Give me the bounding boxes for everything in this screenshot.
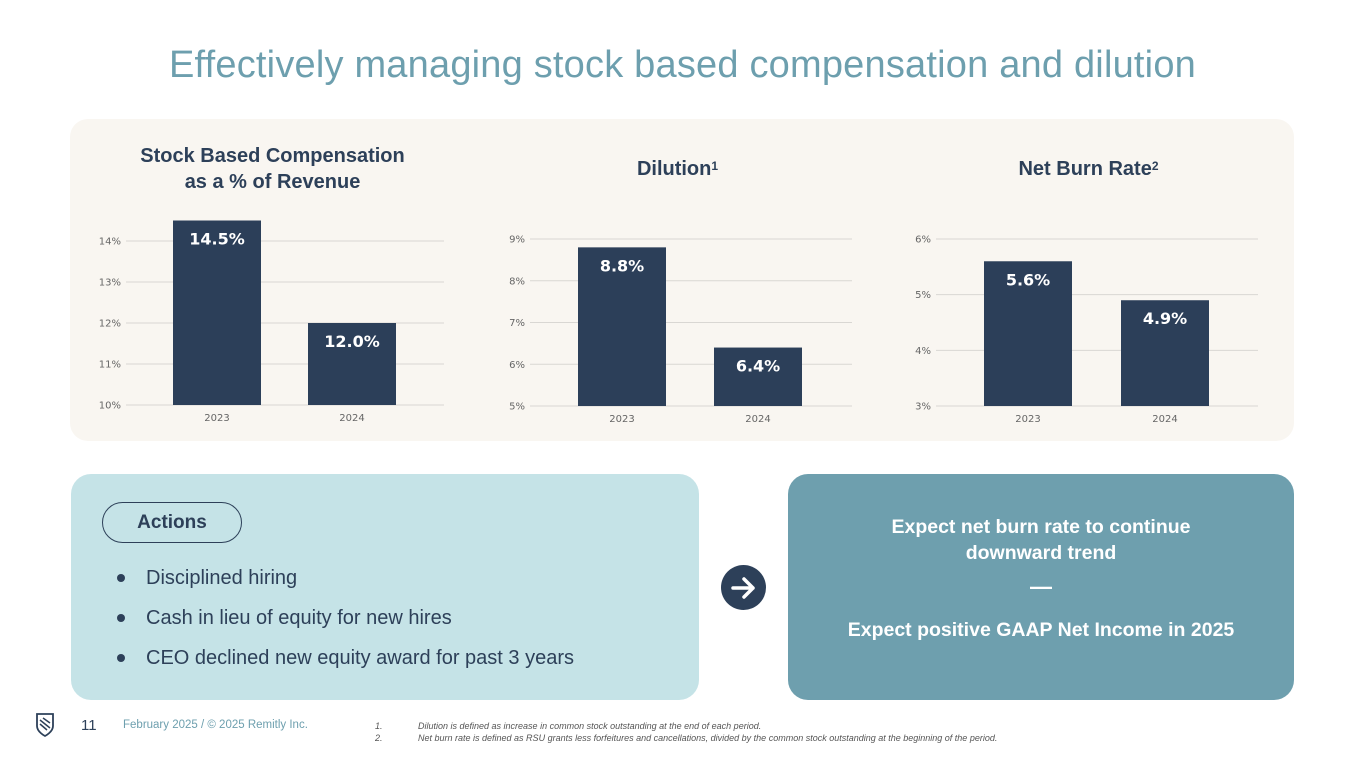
- x-tick-label: 2023: [1015, 414, 1040, 425]
- y-tick-label: 12%: [99, 319, 121, 330]
- footnote-number: 2.: [375, 733, 383, 743]
- outlook-burn-rate: Expect net burn rate to continue downwar…: [788, 514, 1294, 566]
- footnote-ref-2: 2: [1151, 159, 1159, 173]
- remitly-logo-icon: [36, 713, 54, 738]
- bar-2023: [984, 261, 1072, 406]
- list-item: Disciplined hiring: [113, 566, 574, 606]
- chart-title-net-burn: Net Burn Rate2: [936, 156, 1241, 182]
- action-text: Disciplined hiring: [146, 567, 298, 589]
- chart-title-sbc-line1: Stock Based Compensation: [140, 145, 405, 167]
- y-tick-label: 6%: [915, 235, 931, 246]
- chart-title-net-burn-text: Net Burn Rate: [1018, 158, 1152, 180]
- y-tick-label: 8%: [509, 276, 525, 287]
- outlook-line1b: downward trend: [965, 542, 1117, 564]
- y-tick-label: 13%: [99, 278, 121, 289]
- x-tick-label: 2024: [339, 413, 364, 424]
- outlook-net-income: Expect positive GAAP Net Income in 2025: [847, 619, 1235, 641]
- footnote: 1. Dilution is defined as increase in co…: [375, 720, 997, 732]
- y-tick-label: 3%: [915, 402, 931, 413]
- y-tick-label: 9%: [509, 235, 525, 246]
- data-label: 6.4%: [736, 357, 780, 376]
- outlook-separator: —: [1030, 574, 1052, 599]
- arrow-right-glyph: [730, 576, 755, 599]
- chart-title-dilution: Dilution1: [525, 156, 830, 182]
- y-tick-label: 5%: [915, 290, 931, 301]
- actions-box: Actions Disciplined hiring Cash in lieu …: [71, 474, 699, 700]
- footer-date-copyright: February 2025 / © 2025 Remitly Inc.: [123, 719, 308, 731]
- x-tick-label: 2024: [1152, 414, 1177, 425]
- list-item: CEO declined new equity award for past 3…: [113, 646, 574, 686]
- outlook-line1a: Expect net burn rate to continue: [891, 516, 1191, 538]
- page-number: 11: [81, 717, 97, 734]
- dilution-chart: 5% 6% 7% 8% 9% 8.8% 2023 6.4% 2024: [509, 235, 852, 425]
- bullet-icon: [117, 614, 125, 622]
- bar-2023: [578, 247, 666, 406]
- x-tick-label: 2023: [204, 413, 229, 424]
- data-label: 12.0%: [324, 332, 380, 351]
- bullet-icon: [117, 654, 125, 662]
- net-burn-chart: 3% 4% 5% 6% 5.6% 2023 4.9% 2024: [915, 235, 1258, 425]
- page-title: Effectively managing stock based compens…: [169, 44, 1196, 86]
- y-tick-label: 5%: [509, 402, 525, 413]
- y-tick-label: 7%: [509, 318, 525, 329]
- list-item: Cash in lieu of equity for new hires: [113, 606, 574, 646]
- footnote-text: Net burn rate is defined as RSU grants l…: [418, 733, 998, 743]
- sbc-chart: 10% 11% 12% 13% 14% 14.5% 2023 12.0% 2024: [99, 220, 444, 424]
- x-tick-label: 2024: [745, 414, 770, 425]
- actions-list: Disciplined hiring Cash in lieu of equit…: [113, 566, 574, 686]
- bar-2024: [308, 323, 396, 405]
- x-tick-label: 2023: [609, 414, 634, 425]
- footnotes: 1. Dilution is defined as increase in co…: [375, 720, 997, 744]
- charts-panel: Stock Based Compensation as a % of Reven…: [70, 119, 1294, 441]
- bullet-icon: [117, 574, 125, 582]
- y-tick-label: 10%: [99, 401, 121, 412]
- data-label: 8.8%: [600, 256, 644, 275]
- bar-2024: [1121, 300, 1209, 406]
- y-tick-label: 14%: [99, 237, 121, 248]
- action-text: Cash in lieu of equity for new hires: [146, 607, 452, 629]
- footnote: 2. Net burn rate is defined as RSU grant…: [375, 732, 997, 744]
- footnote-ref-1: 1: [711, 159, 719, 173]
- action-text: CEO declined new equity award for past 3…: [146, 647, 574, 669]
- actions-heading: Actions: [102, 502, 242, 543]
- y-tick-label: 4%: [915, 346, 931, 357]
- data-label: 5.6%: [1006, 270, 1050, 289]
- data-label: 14.5%: [189, 230, 245, 249]
- arrow-right-icon: [721, 565, 766, 610]
- data-label: 4.9%: [1143, 309, 1187, 328]
- chart-title-dilution-text: Dilution: [636, 158, 712, 180]
- bar-2023: [173, 220, 261, 405]
- footnote-number: 1.: [375, 721, 383, 731]
- bar-2024: [714, 347, 802, 406]
- footnote-text: Dilution is defined as increase in commo…: [418, 721, 762, 731]
- y-tick-label: 11%: [99, 360, 121, 371]
- outlook-box: Expect net burn rate to continue downwar…: [788, 474, 1294, 700]
- y-tick-label: 6%: [509, 360, 525, 371]
- chart-title-sbc: Stock Based Compensation as a % of Reven…: [120, 143, 425, 195]
- chart-title-sbc-line2: as a % of Revenue: [184, 171, 361, 193]
